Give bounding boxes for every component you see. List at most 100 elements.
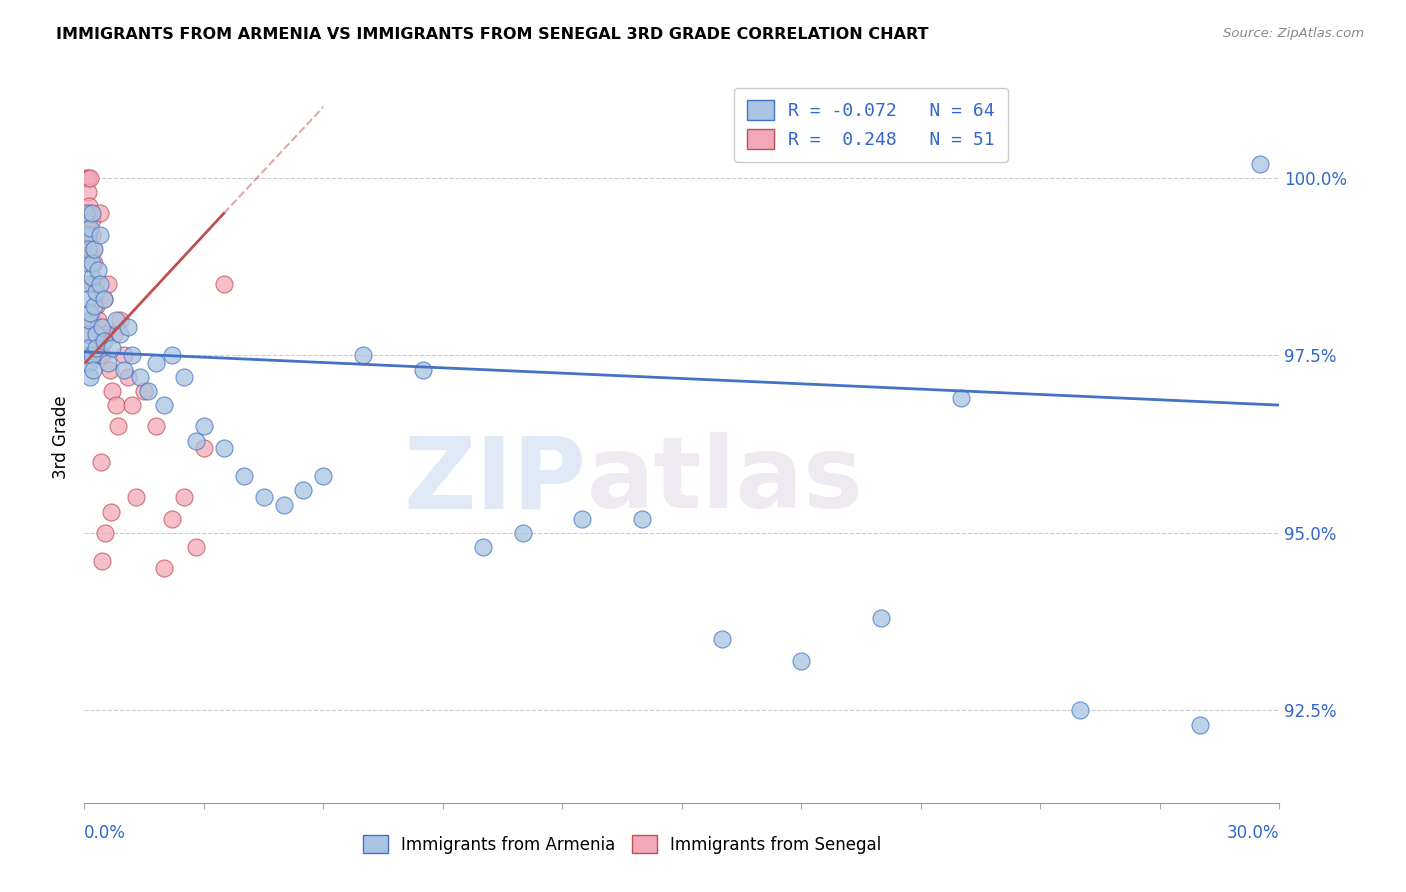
Point	[160, 348, 183, 362]
Point	[77, 242, 100, 256]
Point	[97, 277, 120, 292]
Point	[86, 341, 108, 355]
Point	[82, 206, 104, 220]
Point	[129, 369, 152, 384]
Text: Source: ZipAtlas.com: Source: ZipAtlas.com	[1223, 27, 1364, 40]
Text: ZIP: ZIP	[404, 433, 586, 530]
Point	[77, 242, 100, 256]
Point	[184, 434, 207, 448]
Point	[83, 256, 105, 270]
Point	[97, 355, 120, 369]
Point	[471, 540, 494, 554]
Point	[89, 348, 111, 362]
Point	[77, 256, 100, 270]
Point	[79, 369, 101, 384]
Point	[82, 362, 104, 376]
Point	[75, 206, 97, 220]
Point	[173, 491, 195, 505]
Point	[212, 277, 235, 292]
Point	[80, 348, 103, 362]
Point	[193, 419, 215, 434]
Text: 0.0%: 0.0%	[84, 824, 127, 842]
Point	[273, 498, 295, 512]
Point	[90, 455, 112, 469]
Point	[91, 348, 114, 362]
Point	[121, 348, 143, 362]
Legend: Immigrants from Armenia, Immigrants from Senegal: Immigrants from Armenia, Immigrants from…	[356, 829, 889, 860]
Point	[77, 355, 100, 369]
Point	[103, 327, 125, 342]
Point	[89, 227, 111, 242]
Point	[82, 313, 104, 327]
Point	[76, 220, 98, 235]
Point	[212, 441, 235, 455]
Point	[93, 292, 115, 306]
Point	[1069, 704, 1091, 718]
Point	[76, 227, 98, 242]
Point	[76, 277, 98, 292]
Point	[160, 512, 183, 526]
Point	[79, 170, 101, 185]
Text: atlas: atlas	[586, 433, 863, 530]
Point	[184, 540, 207, 554]
Point	[112, 362, 135, 376]
Point	[136, 384, 159, 398]
Point	[631, 512, 654, 526]
Point	[571, 512, 593, 526]
Point	[105, 398, 128, 412]
Point	[77, 292, 100, 306]
Point	[193, 441, 215, 455]
Point	[82, 256, 104, 270]
Point	[83, 242, 105, 256]
Point	[512, 525, 534, 540]
Point	[84, 277, 107, 292]
Point	[86, 299, 108, 313]
Point	[80, 277, 103, 292]
Point	[112, 348, 135, 362]
Point	[790, 654, 813, 668]
Point	[79, 306, 101, 320]
Point	[76, 170, 98, 185]
Point	[83, 299, 105, 313]
Point	[352, 348, 374, 362]
Point	[105, 313, 128, 327]
Point	[292, 483, 315, 498]
Point	[91, 320, 114, 334]
Point	[94, 525, 117, 540]
Point	[125, 491, 148, 505]
Point	[232, 469, 254, 483]
Point	[80, 270, 103, 285]
Point	[86, 327, 108, 342]
Point	[86, 285, 108, 299]
Text: IMMIGRANTS FROM ARMENIA VS IMMIGRANTS FROM SENEGAL 3RD GRADE CORRELATION CHART: IMMIGRANTS FROM ARMENIA VS IMMIGRANTS FR…	[56, 27, 929, 42]
Point	[91, 554, 114, 568]
Point	[77, 185, 100, 199]
Point	[87, 313, 110, 327]
Point	[107, 419, 129, 434]
Point	[77, 199, 100, 213]
Point	[110, 313, 132, 327]
Point	[79, 220, 101, 235]
Point	[153, 561, 176, 575]
Point	[153, 398, 176, 412]
Point	[110, 327, 132, 342]
Point	[1188, 717, 1211, 731]
Point	[93, 292, 115, 306]
Point	[101, 384, 124, 398]
Point	[75, 256, 97, 270]
Point	[75, 327, 97, 342]
Point	[145, 419, 167, 434]
Point	[77, 313, 100, 327]
Point	[76, 327, 98, 342]
Text: 30.0%: 30.0%	[1227, 824, 1279, 842]
Point	[82, 227, 104, 242]
Y-axis label: 3rd Grade: 3rd Grade	[52, 395, 70, 479]
Point	[83, 348, 105, 362]
Point	[87, 263, 110, 277]
Point	[870, 611, 893, 625]
Point	[949, 391, 972, 405]
Point	[312, 469, 335, 483]
Point	[145, 355, 167, 369]
Point	[76, 227, 98, 242]
Point	[412, 362, 434, 376]
